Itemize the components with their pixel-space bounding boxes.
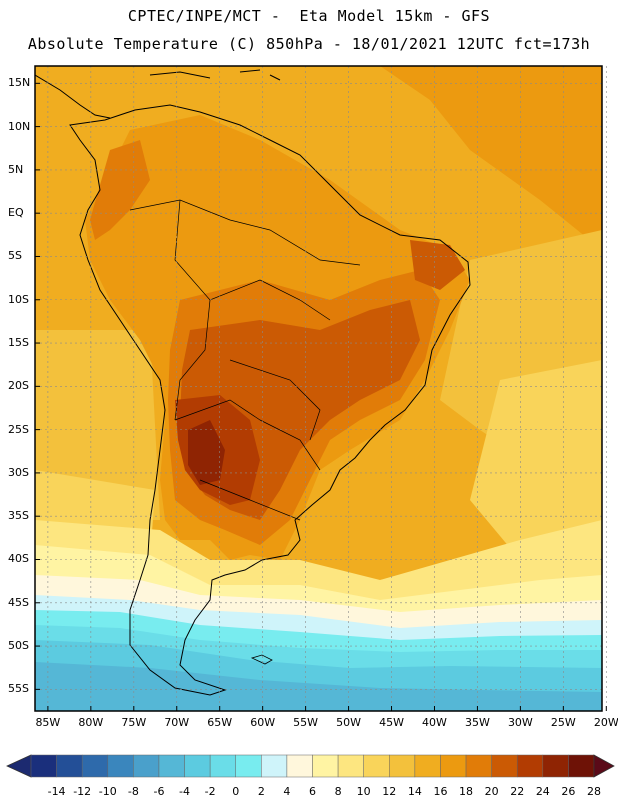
colorbar-swatch (542, 754, 569, 778)
lat-label: 10N (8, 119, 31, 133)
colorbar-label: 16 (433, 785, 448, 798)
colorbar-label: 0 (232, 785, 240, 798)
colorbar-swatch (516, 754, 544, 778)
south-america-coastline (69, 104, 471, 696)
colorbar-label: 4 (283, 785, 291, 798)
field-andes-north (90, 140, 150, 240)
lat-label: 20S (8, 379, 29, 393)
colorbar-swatch (81, 754, 109, 778)
colorbar-label: 12 (382, 785, 397, 798)
colorbar-label: 2 (257, 785, 265, 798)
lon-label: 80W (78, 716, 104, 729)
colorbar-swatch (312, 754, 339, 778)
lat-label: 5N (8, 162, 24, 176)
colorbar-swatch (440, 754, 467, 778)
colorbar (6, 754, 615, 778)
colorbar-under-arrow (6, 754, 32, 778)
colorbar-label: -14 (47, 785, 66, 798)
lat-label: 35S (8, 509, 29, 523)
colorbar-swatch (56, 754, 83, 778)
colorbar-swatch (209, 754, 236, 778)
lon-label: 20W (593, 716, 618, 729)
colorbar-label: 6 (309, 785, 316, 798)
colorbar-swatch (465, 754, 492, 778)
colorbar-label: 20 (484, 785, 499, 798)
colorbar-label: -12 (73, 785, 92, 798)
colorbar-swatch (363, 754, 390, 778)
lon-label: 75W (121, 716, 147, 729)
lat-label: 15S (8, 336, 29, 350)
lon-label: 85W (35, 716, 61, 729)
lon-label: 55W (293, 716, 319, 729)
lon-label: 35W (464, 716, 490, 729)
map-frame (34, 65, 603, 712)
lat-label: 55S (8, 682, 29, 696)
lat-label: 45S (8, 595, 29, 609)
lon-label: 30W (507, 716, 533, 729)
colorbar-label: 28 (587, 785, 601, 798)
field-atlantic-south (470, 360, 602, 560)
lat-label: 30S (8, 465, 29, 479)
colorbar-label: 24 (535, 785, 550, 798)
lat-label: 25S (8, 422, 29, 436)
colorbar-swatch (286, 754, 313, 778)
colorbar-swatch (414, 754, 441, 778)
lon-label: 45W (379, 716, 404, 729)
field-land-26 (188, 420, 225, 485)
lat-label: 10S (8, 292, 29, 306)
map-ticks (35, 82, 607, 711)
colorbar-label: 10 (356, 785, 371, 798)
central-america-coastline (35, 74, 111, 119)
chart-title-line2: Absolute Temperature (C) 850hPa - 18/01/… (27, 35, 591, 53)
colorbar-swatch (235, 754, 262, 778)
field-ne-brazil-hot (410, 240, 465, 290)
colorbar-label: -8 (127, 785, 139, 798)
chart-title-line1: CPTEC/INPE/MCT - Eta Model 15km - GFS (127, 7, 491, 25)
colorbar-label: 8 (334, 785, 342, 798)
falkland-islands (250, 654, 273, 665)
colorbar-swatch (107, 754, 134, 778)
colorbar-label: -4 (179, 785, 191, 798)
lat-label: 50S (8, 639, 29, 653)
lon-label: 40W (422, 716, 447, 729)
lon-label: 60W (250, 716, 276, 729)
colorbar-swatch (30, 754, 57, 778)
colorbar-label: -2 (204, 785, 216, 798)
lon-label: 65W (207, 716, 233, 729)
lon-label: 25W (550, 716, 576, 729)
caribbean-islands (149, 69, 281, 81)
colorbar-over-arrow (593, 754, 615, 778)
colorbar-swatch (133, 754, 160, 778)
colorbar-label: -10 (98, 785, 117, 798)
field-ne-ocean-warm (380, 66, 602, 250)
colorbar-label: 22 (510, 785, 525, 798)
lat-label: 15N (8, 76, 31, 90)
colorbar-swatch (337, 754, 364, 778)
lat-label: 5S (8, 249, 22, 263)
colorbar-label: 18 (459, 785, 474, 798)
colorbar-label: -6 (153, 785, 165, 798)
colorbar-label: 26 (561, 785, 576, 798)
colorbar-label: 14 (407, 785, 422, 798)
colorbar-swatch (568, 754, 595, 778)
colorbar-swatch (389, 754, 416, 778)
colorbar-swatch (158, 754, 185, 778)
lon-label: 50W (336, 716, 361, 729)
lat-label: EQ (8, 206, 24, 220)
colorbar-swatch (261, 754, 288, 778)
colorbar-swatch (184, 754, 211, 778)
lat-label: 40S (8, 552, 29, 566)
colorbar-swatch (491, 754, 518, 778)
field-pacific-mid (35, 330, 160, 520)
field-band-neg2 (35, 662, 602, 711)
lon-label: 70W (164, 716, 190, 729)
